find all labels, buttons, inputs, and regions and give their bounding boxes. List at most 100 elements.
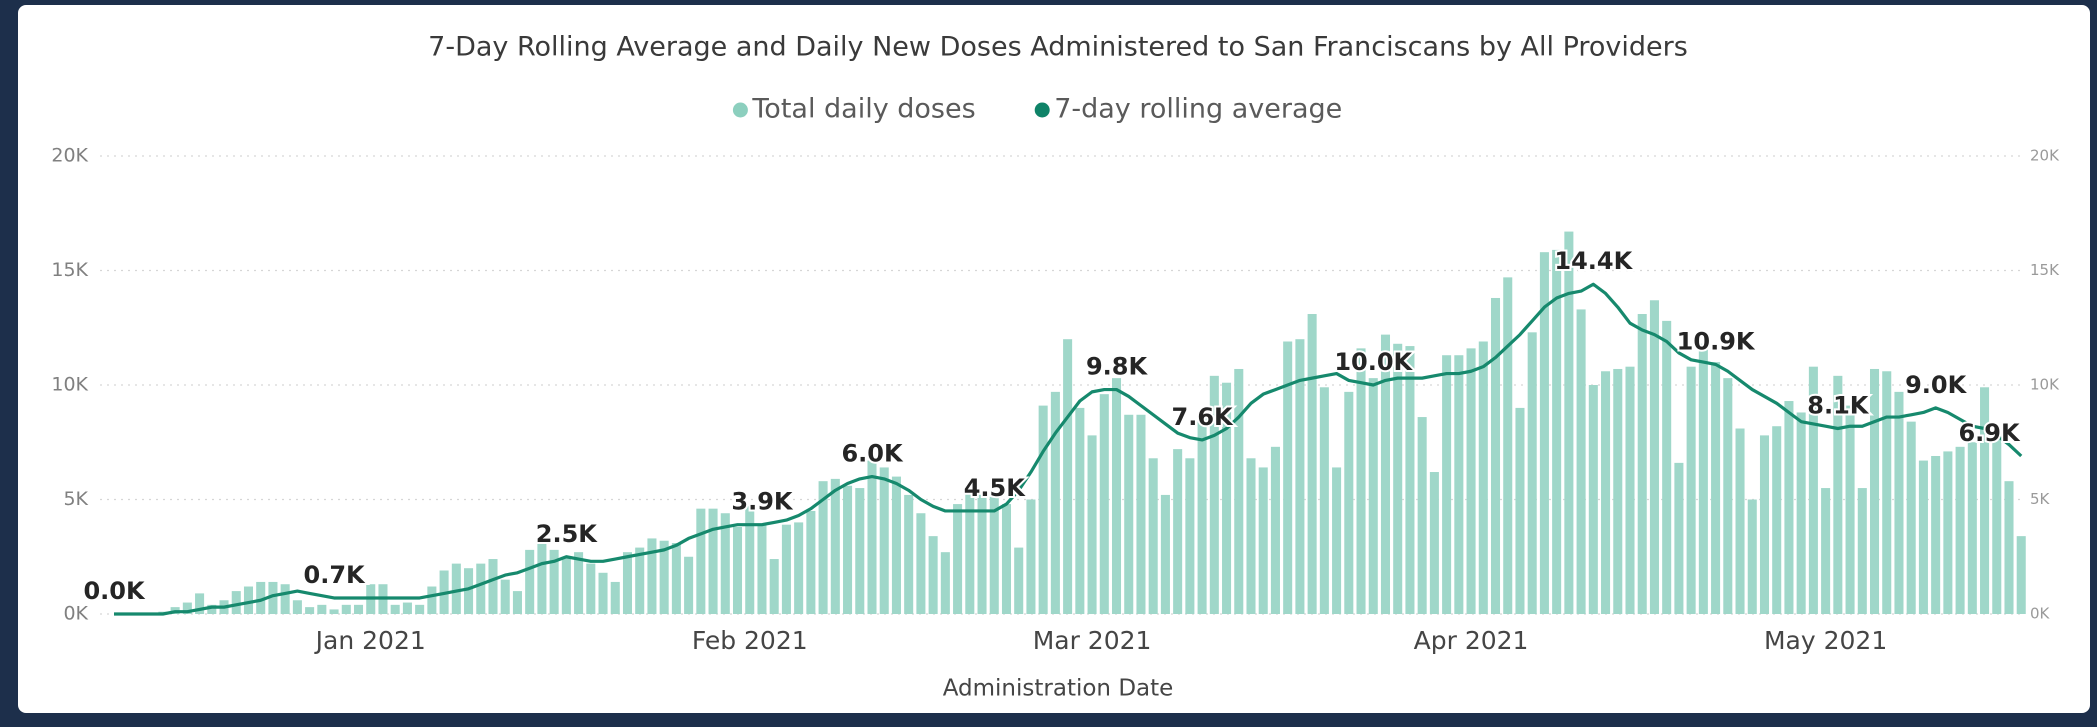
bar: [1674, 462, 1684, 614]
bar: [647, 538, 657, 614]
bar: [1429, 472, 1439, 614]
bar: [830, 478, 840, 614]
x-axis-title: Administration Date: [943, 676, 1174, 702]
bar: [2016, 536, 2026, 614]
data-label: 0.7K: [304, 561, 367, 589]
bar: [818, 481, 828, 614]
bar: [317, 604, 327, 614]
bar: [843, 485, 853, 614]
bar: [1711, 362, 1721, 614]
bar: [1723, 378, 1733, 614]
bar: [1869, 368, 1880, 614]
bar: [500, 579, 510, 614]
bar: [610, 581, 620, 614]
bar: [1258, 467, 1268, 614]
bar: [745, 506, 755, 614]
bar: [243, 586, 254, 614]
data-label: 2.5K: [536, 520, 599, 548]
bar: [904, 494, 914, 614]
bar: [341, 604, 351, 614]
bar: [231, 591, 241, 614]
bar: [1882, 371, 1892, 614]
bar: [1197, 412, 1207, 614]
legend-marker: [1034, 102, 1050, 118]
bar: [1894, 391, 1904, 614]
bar: [415, 604, 425, 614]
bar: [1124, 414, 1134, 614]
bar: [1075, 407, 1085, 614]
bar: [1857, 488, 1867, 614]
bar: [256, 581, 266, 614]
bar: [1515, 407, 1525, 614]
bar: [1295, 339, 1305, 614]
y2-tick-label: 0K: [2030, 605, 2051, 623]
bar: [1185, 458, 1195, 614]
data-label: 8.1K: [1807, 392, 1870, 420]
bar: [1466, 348, 1476, 614]
bar: [1613, 368, 1623, 614]
data-label: 6.9K: [1958, 419, 2021, 447]
bar: [1332, 467, 1342, 614]
bar: [953, 504, 963, 614]
bar: [1564, 231, 1574, 614]
x-tick-label: May 2021: [1764, 626, 1887, 655]
legend-marker: [732, 102, 748, 118]
bar: [1686, 366, 1696, 614]
bar: [1833, 375, 1843, 614]
bar: [182, 602, 192, 614]
bar: [1136, 414, 1146, 614]
bar: [598, 572, 608, 614]
bar: [1576, 309, 1586, 614]
bar: [806, 510, 816, 614]
bar: [1490, 297, 1501, 614]
bar: [1649, 300, 1659, 614]
bar: [1784, 401, 1794, 614]
legend-label: Total daily doses: [751, 94, 975, 125]
bar: [732, 526, 743, 614]
data-label: 9.0K: [1905, 371, 1968, 399]
bar: [280, 584, 290, 614]
y-tick-label: 20K: [51, 145, 88, 167]
bar: [195, 593, 205, 614]
bar: [574, 552, 584, 614]
bar: [451, 563, 461, 614]
bar: [537, 543, 547, 614]
bar: [1209, 375, 1219, 614]
bar: [1111, 378, 1122, 614]
y2-tick-label: 5K: [2030, 490, 2051, 508]
bar: [464, 568, 474, 614]
bar: [586, 563, 596, 614]
bar: [1319, 387, 1329, 614]
bar: [977, 490, 987, 614]
data-label: 3.9K: [731, 488, 794, 516]
line: [114, 282, 2023, 616]
bar: [622, 552, 633, 614]
bar: [879, 467, 889, 614]
bar: [1527, 332, 1537, 614]
bar: [549, 549, 559, 614]
bar: [1160, 494, 1170, 614]
bar: [1539, 252, 1549, 614]
bar: [1601, 371, 1611, 614]
y2-tick-label: 20K: [2030, 147, 2060, 165]
bar: [867, 460, 877, 614]
bar: [476, 563, 486, 614]
data-label: 14.4K: [1554, 247, 1633, 275]
bar: [1980, 387, 1990, 614]
bar: [855, 488, 865, 614]
bar: [769, 559, 779, 614]
bar: [928, 536, 938, 614]
bar: [1931, 455, 1941, 614]
bar: [1405, 346, 1415, 614]
bar: [1992, 430, 2002, 614]
y2-tick-label: 10K: [2030, 376, 2060, 394]
bar: [671, 543, 681, 614]
data-label: 10.9K: [1677, 327, 1756, 355]
bar: [1148, 458, 1158, 614]
bar: [1735, 428, 1745, 614]
bar: [1454, 355, 1464, 614]
data-label: 9.8K: [1086, 353, 1149, 381]
bar: [1099, 394, 1109, 614]
bar: [659, 540, 669, 614]
